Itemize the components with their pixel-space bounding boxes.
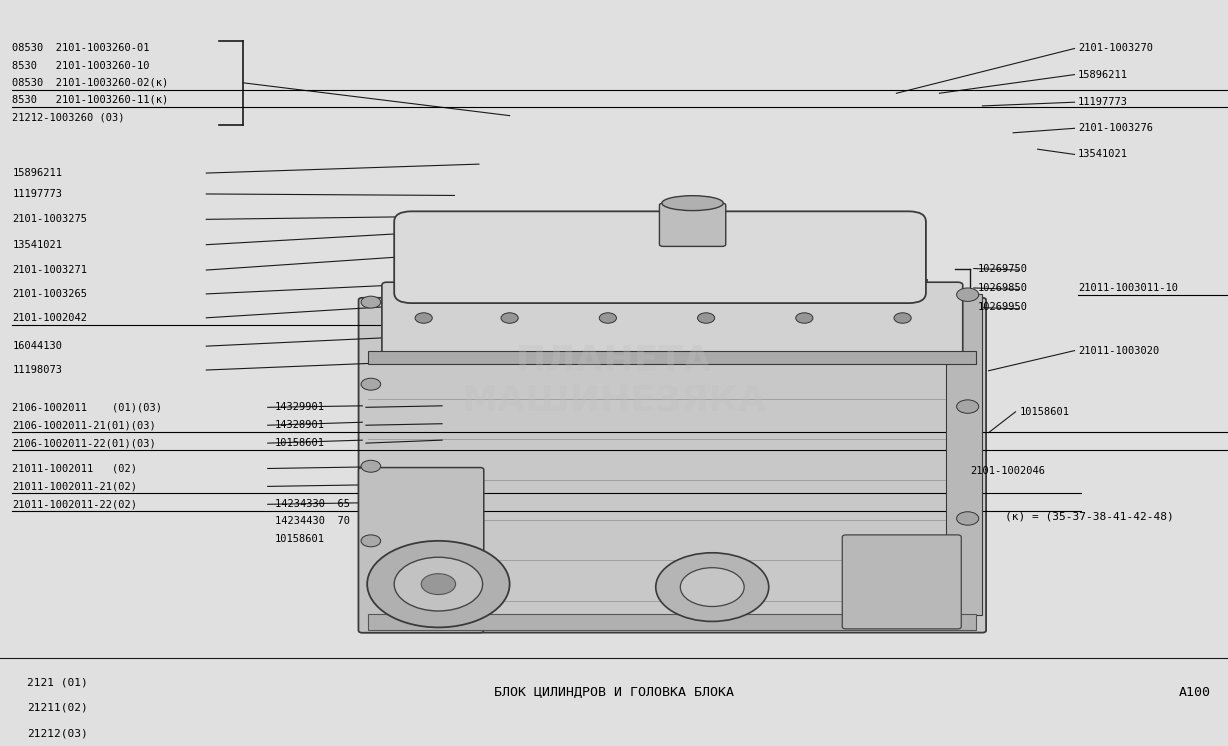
- Text: 10158601: 10158601: [1019, 407, 1070, 417]
- Text: 13541021: 13541021: [12, 239, 63, 250]
- Circle shape: [361, 535, 381, 547]
- Text: 8530   2101-1003260-10: 8530 2101-1003260-10: [12, 60, 150, 71]
- FancyBboxPatch shape: [359, 298, 986, 633]
- Circle shape: [501, 313, 518, 323]
- Text: 2101-1003271: 2101-1003271: [12, 265, 87, 275]
- Circle shape: [394, 557, 483, 611]
- Text: 21011-1002011-21(02): 21011-1002011-21(02): [12, 481, 138, 492]
- Text: 14234330  65: 14234330 65: [275, 498, 350, 509]
- Circle shape: [957, 400, 979, 413]
- Text: A100: A100: [1179, 686, 1211, 699]
- Text: 21011-1003020: 21011-1003020: [1078, 345, 1159, 356]
- Text: 21212(03): 21212(03): [27, 728, 87, 739]
- Text: 21011-1002011-22(02): 21011-1002011-22(02): [12, 499, 138, 510]
- Text: 2101-1003270: 2101-1003270: [1078, 43, 1153, 54]
- FancyBboxPatch shape: [659, 203, 726, 246]
- Text: 15896211: 15896211: [12, 168, 63, 178]
- Text: 08530  2101-1003260-01: 08530 2101-1003260-01: [12, 43, 150, 54]
- Text: 10269850: 10269850: [977, 283, 1028, 293]
- Circle shape: [367, 541, 510, 627]
- Text: 14329901: 14329901: [275, 402, 325, 413]
- Circle shape: [421, 574, 456, 595]
- Text: 10269950: 10269950: [977, 302, 1028, 313]
- Ellipse shape: [662, 195, 723, 210]
- Text: 2101-1003265: 2101-1003265: [12, 289, 87, 299]
- FancyBboxPatch shape: [394, 211, 926, 303]
- Circle shape: [680, 568, 744, 606]
- Circle shape: [361, 296, 381, 308]
- Circle shape: [656, 553, 769, 621]
- Circle shape: [361, 460, 381, 472]
- Text: 2101-1003275: 2101-1003275: [12, 214, 87, 225]
- Text: 2106-1002011    (01)(03): 2106-1002011 (01)(03): [12, 402, 162, 413]
- Text: 13541021: 13541021: [1078, 149, 1129, 160]
- Text: 2101-1002046: 2101-1002046: [970, 466, 1045, 477]
- Text: 2106-1002011-22(01)(03): 2106-1002011-22(01)(03): [12, 438, 156, 448]
- Text: 21011-1002011   (02): 21011-1002011 (02): [12, 463, 138, 474]
- Text: 2101-1003276: 2101-1003276: [1078, 123, 1153, 134]
- Text: 10269750: 10269750: [977, 263, 1028, 274]
- Text: 21212-1003260 (03): 21212-1003260 (03): [12, 112, 125, 122]
- Circle shape: [796, 313, 813, 323]
- Bar: [946, 295, 982, 615]
- FancyBboxPatch shape: [842, 535, 962, 629]
- Text: 11197773: 11197773: [1078, 97, 1129, 107]
- Text: 11197773: 11197773: [12, 189, 63, 199]
- Text: 11198073: 11198073: [12, 365, 63, 375]
- Text: 2106-1002011-21(01)(03): 2106-1002011-21(01)(03): [12, 420, 156, 430]
- Circle shape: [599, 313, 616, 323]
- Text: 10158601: 10158601: [275, 533, 325, 544]
- Text: 08530  2101-1003260-02(к): 08530 2101-1003260-02(к): [12, 78, 168, 88]
- Text: 14328901: 14328901: [275, 420, 325, 430]
- Circle shape: [698, 313, 715, 323]
- Text: 21011-1003011-10: 21011-1003011-10: [1078, 283, 1178, 293]
- FancyBboxPatch shape: [359, 468, 484, 633]
- Text: 10158601: 10158601: [275, 438, 325, 448]
- Text: 8530   2101-1003260-11(к): 8530 2101-1003260-11(к): [12, 95, 168, 105]
- Text: 2101-1002042: 2101-1002042: [12, 313, 87, 323]
- Text: БЛОК ЦИЛИНДРОВ И ГОЛОВКА БЛОКА: БЛОК ЦИЛИНДРОВ И ГОЛОВКА БЛОКА: [494, 686, 734, 699]
- Circle shape: [894, 313, 911, 323]
- Text: ПЛАНЕТА
МАШИНЕЗЯКА: ПЛАНЕТА МАШИНЕЗЯКА: [462, 344, 766, 417]
- Text: 16044130: 16044130: [12, 341, 63, 351]
- Bar: [368, 351, 976, 364]
- Circle shape: [957, 288, 979, 301]
- Text: 14234430  70: 14234430 70: [275, 515, 350, 526]
- Text: 2121 (01): 2121 (01): [27, 677, 87, 688]
- Circle shape: [957, 512, 979, 525]
- Circle shape: [361, 378, 381, 390]
- Bar: [368, 614, 976, 630]
- Text: 21211(02): 21211(02): [27, 703, 87, 713]
- Text: (к) = (35-37-38-41-42-48): (к) = (35-37-38-41-42-48): [1005, 511, 1173, 521]
- Circle shape: [415, 313, 432, 323]
- Text: 15896211: 15896211: [1078, 69, 1129, 80]
- FancyBboxPatch shape: [382, 282, 963, 354]
